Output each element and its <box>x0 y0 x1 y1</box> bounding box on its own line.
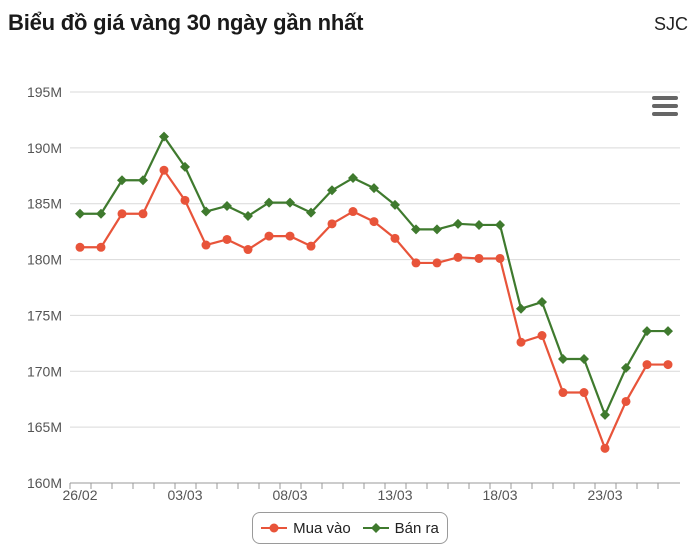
data-point-sell <box>306 207 316 218</box>
data-point-buy <box>495 253 505 263</box>
data-point-buy <box>285 231 295 241</box>
menu-bar <box>652 96 678 100</box>
chart-title: Biểu đồ giá vàng 30 ngày gần nhất <box>8 10 364 35</box>
y-tick-label: 160M <box>27 475 62 491</box>
chart-legend: Mua vào Bán ra <box>252 512 448 544</box>
y-tick-label: 185M <box>27 196 62 212</box>
data-point-buy <box>642 360 652 370</box>
brand-label: SJC <box>653 14 688 34</box>
data-point-buy <box>306 241 316 251</box>
data-point-buy <box>348 207 358 217</box>
data-point-sell <box>516 303 526 314</box>
x-tick-label: 23/03 <box>587 487 622 503</box>
menu-bar <box>652 112 678 116</box>
x-tick-label: 26/02 <box>62 487 97 503</box>
data-point-buy <box>558 388 568 398</box>
data-point-sell <box>348 173 358 184</box>
data-point-sell <box>432 224 442 235</box>
x-tick-label: 13/03 <box>377 487 412 503</box>
menu-bar <box>652 104 678 108</box>
y-tick-label: 195M <box>27 84 62 100</box>
data-point-buy <box>474 253 484 263</box>
data-point-sell <box>243 211 253 222</box>
hamburger-menu-icon[interactable] <box>652 96 678 118</box>
data-point-buy <box>327 219 337 229</box>
data-point-sell <box>264 197 274 208</box>
data-point-buy <box>579 388 589 398</box>
data-point-buy <box>537 331 547 341</box>
legend-sell-label: Bán ra <box>394 519 439 537</box>
data-point-sell <box>600 409 610 420</box>
data-point-sell <box>537 297 547 308</box>
x-tick-label: 18/03 <box>482 487 517 503</box>
y-tick-label: 170M <box>27 363 62 379</box>
data-point-buy <box>411 258 421 268</box>
data-point-buy <box>516 337 526 347</box>
legend-item-buy[interactable]: Mua vào <box>261 520 351 537</box>
legend-buy-marker <box>261 523 288 533</box>
data-point-sell <box>369 183 379 194</box>
y-tick-label: 165M <box>27 419 62 435</box>
data-point-sell <box>642 326 652 337</box>
data-point-buy <box>663 360 673 370</box>
data-point-buy <box>369 217 379 227</box>
data-point-buy <box>201 240 211 250</box>
series-line-sell <box>80 135 668 416</box>
data-point-sell <box>180 161 190 172</box>
data-point-buy <box>180 195 190 205</box>
data-point-sell <box>579 353 589 364</box>
data-point-buy <box>117 209 127 219</box>
data-point-sell <box>558 353 568 364</box>
data-point-buy <box>390 233 400 243</box>
data-point-sell <box>411 224 421 235</box>
data-point-buy <box>600 443 610 453</box>
data-point-sell <box>663 326 673 337</box>
data-point-buy <box>243 245 253 255</box>
y-tick-label: 180M <box>27 252 62 268</box>
data-point-sell <box>75 208 85 219</box>
data-point-buy <box>75 242 85 252</box>
data-point-sell <box>159 131 169 142</box>
data-point-buy <box>159 165 169 175</box>
data-point-sell <box>453 218 463 229</box>
data-point-buy <box>222 234 232 244</box>
data-point-sell <box>621 362 631 373</box>
legend-sell-marker <box>362 523 389 533</box>
x-tick-label: 03/03 <box>167 487 202 503</box>
data-point-sell <box>390 199 400 210</box>
data-point-buy <box>264 231 274 241</box>
data-point-buy <box>453 252 463 262</box>
legend-buy-label: Mua vào <box>293 519 351 537</box>
y-tick-label: 190M <box>27 140 62 156</box>
data-point-sell <box>222 200 232 211</box>
data-point-sell <box>474 219 484 230</box>
legend-item-sell[interactable]: Bán ra <box>362 519 439 537</box>
data-point-sell <box>327 185 337 196</box>
y-tick-label: 175M <box>27 307 62 323</box>
x-tick-label: 08/03 <box>272 487 307 503</box>
data-point-buy <box>96 242 106 252</box>
data-point-sell <box>96 208 106 219</box>
data-point-buy <box>621 396 631 406</box>
data-point-buy <box>432 258 442 268</box>
data-point-sell <box>138 175 148 186</box>
data-point-sell <box>117 175 127 186</box>
series-line-buy <box>80 169 668 450</box>
data-point-sell <box>495 219 505 230</box>
data-point-sell <box>201 206 211 217</box>
data-point-sell <box>285 197 295 208</box>
data-point-buy <box>138 209 148 219</box>
price-line-chart: 160M 165M 170M 175M 180M 185M 190M 195M 26/02 03/… <box>27 84 680 503</box>
